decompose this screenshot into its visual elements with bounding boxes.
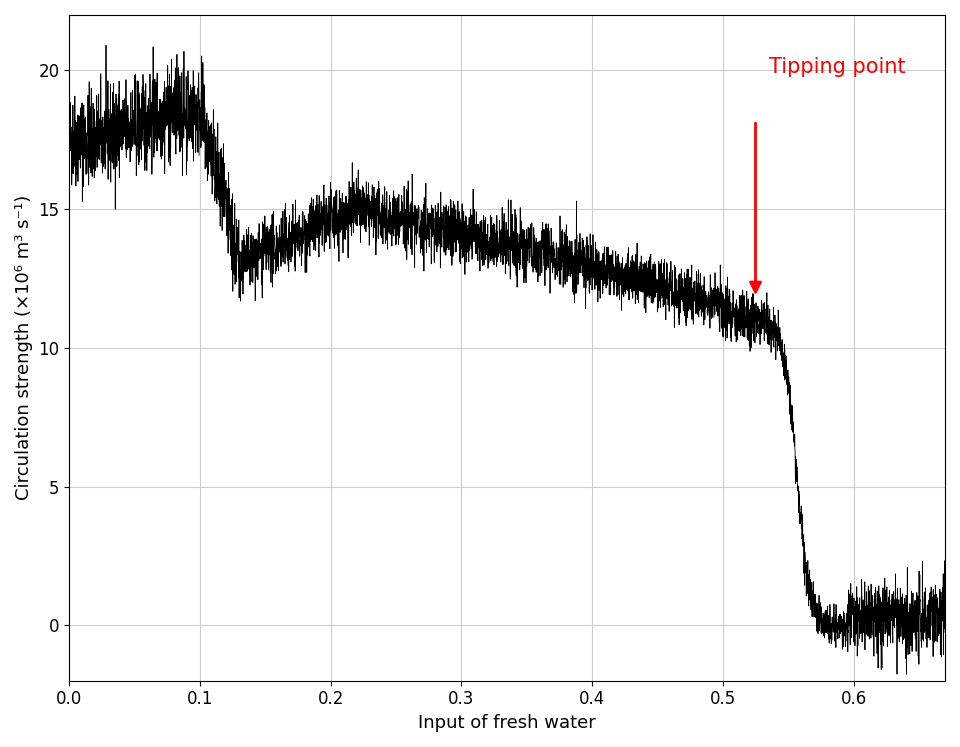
Text: Tipping point: Tipping point — [769, 57, 905, 77]
Y-axis label: Circulation strength (×10⁶ m³ s⁻¹): Circulation strength (×10⁶ m³ s⁻¹) — [15, 195, 33, 500]
X-axis label: Input of fresh water: Input of fresh water — [419, 714, 596, 732]
